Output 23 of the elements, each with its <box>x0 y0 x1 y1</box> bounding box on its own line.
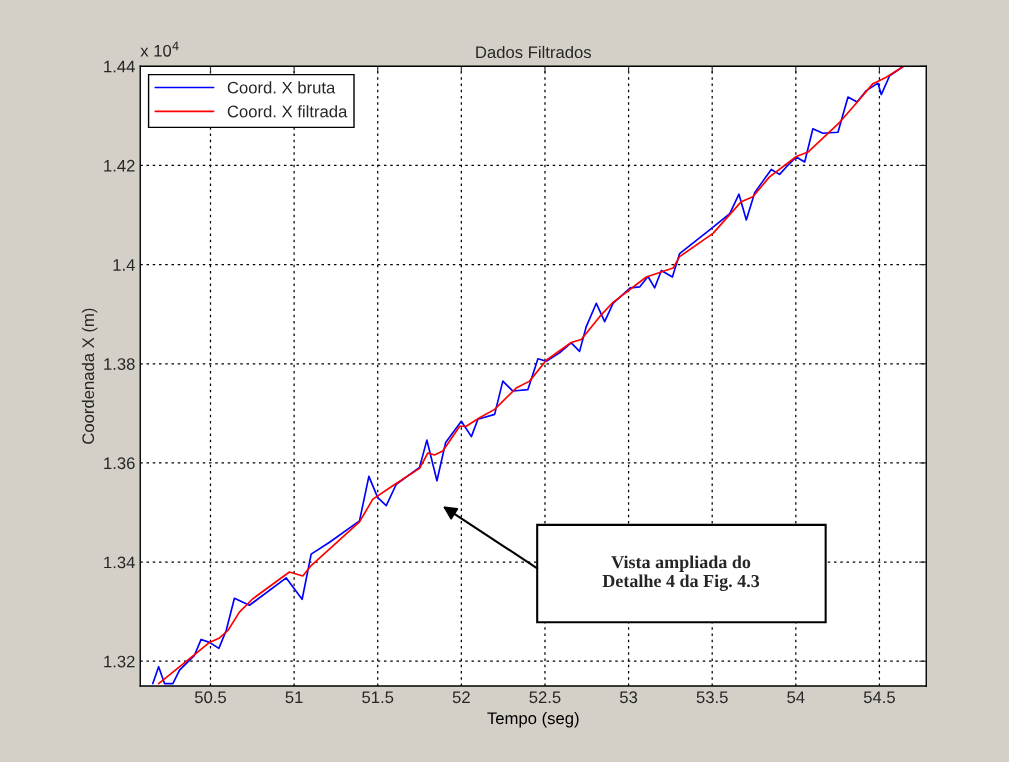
x-tick-label: 54.5 <box>863 691 895 704</box>
chart-title: Dados Filtrados <box>476 45 592 59</box>
x-tick-label: 53.5 <box>696 691 728 704</box>
y-tick-label: 1.36 <box>104 457 135 470</box>
x-tick-label: 50.5 <box>194 691 227 704</box>
y-tick-label: 1.42 <box>104 159 135 172</box>
y-tick-label: 1.38 <box>104 358 135 370</box>
y-axis-title: Coordenada X (m) <box>81 308 98 444</box>
x-tick-label: 53 <box>619 691 638 704</box>
text: x 10$^{4}$ <box>140 41 179 57</box>
y-tick-label: 1.34 <box>104 556 135 569</box>
y-tick-label: 1.4 <box>113 259 135 271</box>
x-tick-label: 52.5 <box>529 691 561 704</box>
x-tick-label: 51 <box>285 691 303 704</box>
x-tick-label: 52 <box>452 691 470 704</box>
x-tick-label: 51.5 <box>362 691 394 704</box>
x-tick-label: 54 <box>787 691 805 704</box>
y-tick-label: 1.32 <box>104 655 135 668</box>
x-axis-title: Tempo (seg) <box>487 711 579 728</box>
y-tick-label: 1.44 <box>104 60 135 73</box>
legend-label: Coord. X filtrada <box>227 105 348 118</box>
legend-label: Coord. X bruta <box>227 81 336 94</box>
annotation: Vista ampliada do Detalhe 4 da Fig. 4.3 <box>602 555 760 591</box>
